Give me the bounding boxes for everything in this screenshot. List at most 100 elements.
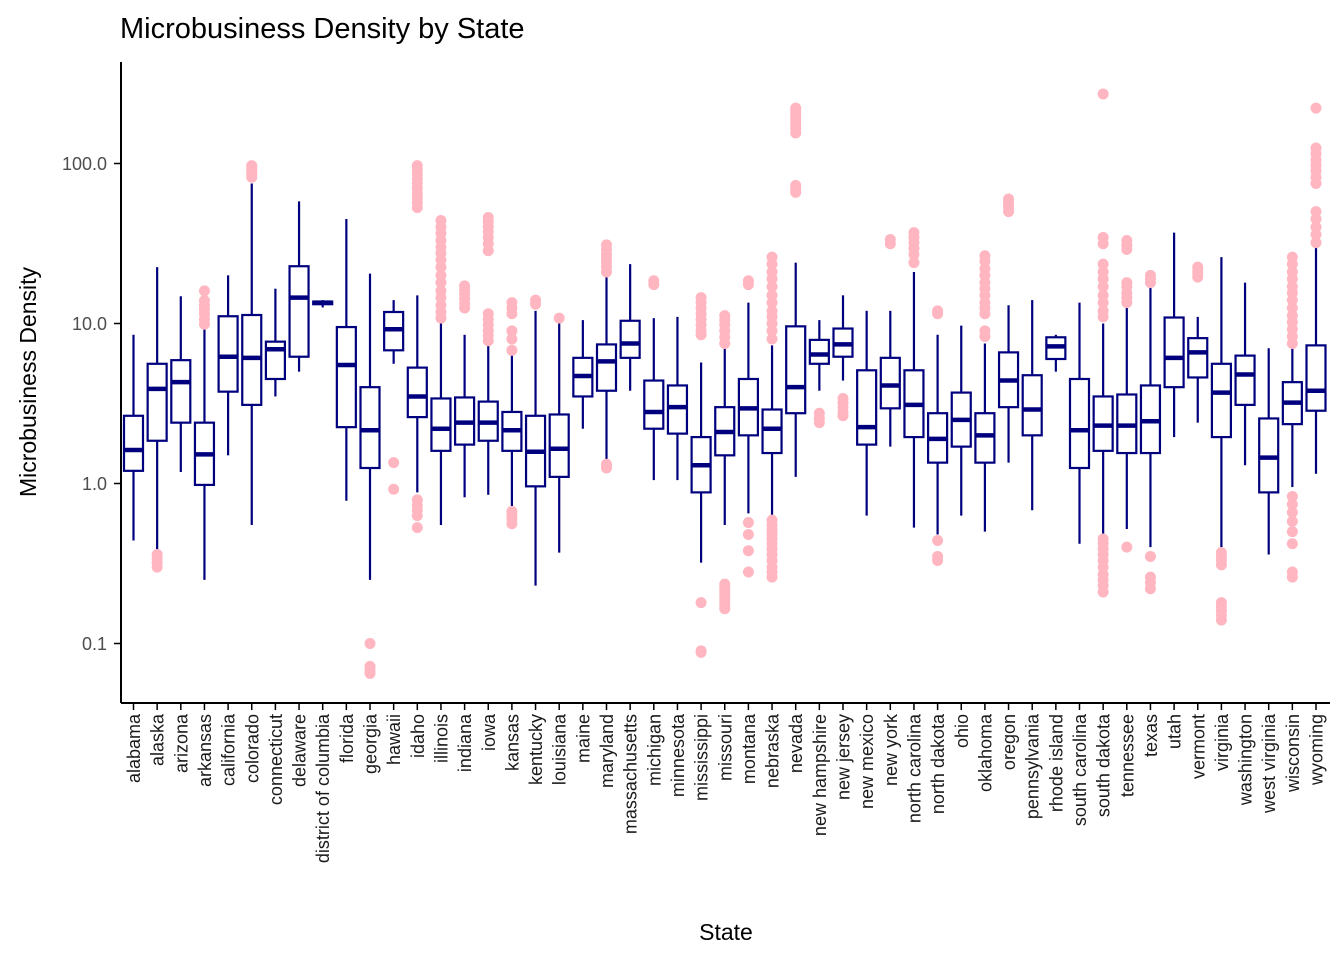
box-new-hampshire [808,320,830,429]
x-tick-label: illinois [431,714,451,763]
x-tick-label: mississippi [692,714,712,801]
x-tick-label: alaska [148,713,168,766]
box-iqr [1234,354,1256,406]
box-south-dakota [1092,88,1114,598]
outlier-point [411,522,423,534]
x-tick-label: connecticut [266,714,286,805]
outlier-point [1286,498,1298,510]
box-iqr [761,408,783,455]
box-iqr [335,325,357,429]
outlier-point [695,597,707,609]
box-delaware [288,201,310,372]
box-alaska [146,267,168,573]
x-tick-label: indiana [455,713,475,772]
box-iqr [1021,374,1043,437]
box-iqr [879,356,901,410]
outlier-point [742,545,754,557]
x-tick-label: south dakota [1094,713,1114,817]
box-west-virginia [1258,348,1280,555]
x-tick-label: virginia [1212,713,1232,771]
outlier-point [719,578,731,590]
outlier-point [908,227,920,239]
x-tick-label: new york [881,713,901,786]
box-utah [1163,232,1185,438]
outlier-point [1286,515,1298,527]
box-rhode-island [1045,334,1067,372]
outlier-point [364,660,376,672]
outlier-point [506,505,518,517]
outlier-point [1097,533,1109,545]
outlier-point [766,289,778,301]
outlier-point [388,483,400,495]
x-tick-label: wyoming [1307,714,1327,786]
outlier-point [766,251,778,263]
outlier-point [719,310,731,322]
box-iqr [808,338,830,365]
outlier-point [742,566,754,578]
outlier-point [1310,142,1322,154]
x-tick-label: rhode island [1046,714,1066,812]
x-tick-label: new hampshire [810,714,830,836]
box-vermont [1187,261,1209,423]
box-south-carolina [1068,302,1091,544]
outlier-point [1286,281,1298,293]
x-tick-label: california [219,713,239,786]
outlier-point [1286,266,1298,278]
box-iqr [430,397,452,452]
outlier-point [1144,269,1156,281]
x-tick-label: maine [573,714,593,763]
box-washington [1234,282,1256,466]
outlier-point [1286,566,1298,578]
y-axis-ticks: 0.1 1.0 10.0 100.0 [62,154,121,654]
outlier-point [648,275,660,287]
box-connecticut [264,288,286,397]
box-wyoming [1305,102,1327,474]
x-tick-label: tennessee [1117,714,1137,797]
outlier-point [1215,597,1227,609]
box-colorado [241,160,263,526]
box-iqr [406,366,428,419]
outlier-point [601,239,612,251]
outlier-point [766,305,778,317]
x-tick-label: florida [337,713,357,763]
outlier-point [1121,541,1133,553]
plot-area [122,88,1327,679]
box-minnesota [666,316,689,481]
x-tick-label: north dakota [928,713,948,814]
outlier-point [151,548,163,560]
x-tick-label: arizona [171,713,191,773]
outlier-point [742,275,754,287]
box-virginia [1210,257,1233,626]
box-mississippi [690,292,712,658]
chart-title: Microbusiness Density by State [120,13,525,45]
box-new-mexico [856,310,878,516]
outlier-point [742,529,754,541]
outlier-point [1097,266,1109,278]
x-tick-label: wisconsin [1283,714,1303,793]
outlier-point [766,266,778,278]
x-tick-label: missouri [715,714,735,781]
x-tick-label: maryland [597,714,617,788]
box-kansas [501,297,523,530]
box-iqr [1068,377,1091,470]
outlier-point [1286,302,1298,314]
box-iqr [1258,417,1280,494]
box-north-dakota [926,305,949,567]
x-tick-label: montana [739,713,759,784]
x-tick-label: washington [1236,714,1256,806]
x-tick-label: louisiana [550,713,570,785]
outlier-point [790,179,802,191]
box-iqr [1210,362,1233,439]
outlier-point [1097,231,1109,243]
y-tick-label: 100.0 [62,154,107,174]
outlier-point [482,211,494,223]
box-tennessee [1116,235,1138,553]
box-maryland [595,239,618,474]
outlier-point [1121,235,1133,247]
outlier-point [1286,310,1298,322]
outlier-point [742,517,754,529]
box-new-york [879,233,901,447]
box-georgia [359,273,381,679]
box-wisconsin [1281,251,1303,583]
outlier-point [979,325,991,337]
